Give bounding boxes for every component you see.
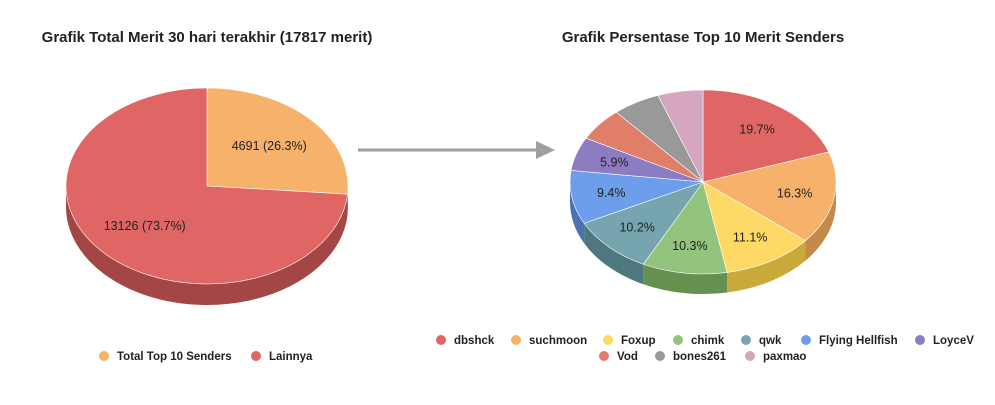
- pie-total-merit: 4691 (26.3%) 13126 (73.7%): [65, 87, 349, 306]
- pie0-label-lainnya: 13126 (73.7%): [104, 219, 186, 233]
- pie1-label-qwk: 10.2%: [619, 221, 654, 235]
- legend1-swatch-qwk: [741, 335, 751, 345]
- pie1-side-chimk: [643, 264, 728, 294]
- pie1-slice-foxup: [702, 181, 807, 273]
- legend-top10-senders: dbshck suchmoon Foxup chimk qwk Flying Hellfi…: [436, 335, 974, 363]
- pie1-slice-suchmoon: [702, 151, 837, 242]
- legend0-label-total-top-10-senders: Total Top 10 Senders: [117, 351, 232, 363]
- pie1-slice-chimk: [642, 181, 728, 275]
- pie0-label-total-top-10-senders: 4691 (26.3%): [232, 139, 307, 153]
- arrow-connector: [358, 141, 555, 159]
- legend1-swatch-flying-hellfish: [801, 335, 811, 345]
- pie1-label-foxup: 11.1%: [733, 231, 768, 245]
- legend1-swatch-bones261: [655, 351, 665, 361]
- chart-title-total-merit: Grafik Total Merit 30 hari terakhir (178…: [42, 29, 373, 46]
- pie1-slice-paxmao: [657, 89, 704, 183]
- pie1-side-suchmoon: [805, 182, 836, 261]
- legend1-swatch-suchmoon: [511, 335, 521, 345]
- legend-total-merit: Total Top 10 Senders Lainnya: [99, 351, 313, 363]
- pie1-slice-qwk: [583, 181, 704, 265]
- pie-top10-senders: 19.7% 16.3% 11.1% 10.3% 10.2% 9.4% 5.9%: [569, 89, 837, 294]
- pie1-label-chimk: 10.3%: [672, 239, 707, 253]
- pie0-slice-total-top-10-senders: [206, 87, 349, 195]
- pie0-side-lainnya: [66, 186, 348, 306]
- legend1-label-qwk: qwk: [759, 335, 782, 347]
- chart-title-top10-percent: Grafik Persentase Top 10 Merit Senders: [562, 29, 844, 46]
- legend1-label-paxmao: paxmao: [763, 351, 806, 363]
- legend1-label-bones261: bones261: [673, 351, 727, 363]
- legend1-swatch-foxup: [603, 335, 613, 345]
- pie1-label-loycev: 5.9%: [600, 155, 629, 169]
- pie1-slice-dbshck: [702, 89, 830, 183]
- legend1-label-dbshck: dbshck: [454, 335, 495, 347]
- legend0-label-lainnya: Lainnya: [269, 351, 313, 363]
- legend1-swatch-chimk: [673, 335, 683, 345]
- legend1-swatch-dbshck: [436, 335, 446, 345]
- legend1-label-chimk: chimk: [691, 335, 725, 347]
- pie1-label-dbshck: 19.7%: [739, 123, 774, 137]
- pie1-side-foxup: [727, 240, 806, 293]
- legend0-swatch-lainnya: [251, 351, 261, 361]
- pie1-side-flying-hellfish: [570, 182, 585, 244]
- pie1-label-flying-hellfish: 9.4%: [597, 186, 626, 200]
- legend1-swatch-vod: [599, 351, 609, 361]
- pie1-slice-flying-hellfish: [569, 170, 704, 224]
- legend1-label-flying-hellfish: Flying Hellfish: [819, 335, 898, 347]
- pie0-slice-lainnya: [65, 87, 348, 285]
- legend1-label-suchmoon: suchmoon: [529, 335, 587, 347]
- pie1-label-suchmoon: 16.3%: [777, 186, 812, 200]
- pie1-side-qwk: [584, 223, 644, 285]
- legend1-label-vod: Vod: [617, 351, 638, 363]
- legend1-label-loycev: LoyceV: [933, 335, 974, 347]
- legend1-swatch-loycev: [915, 335, 925, 345]
- legend0-swatch-total-top-10-senders: [99, 351, 109, 361]
- legend1-swatch-paxmao: [745, 351, 755, 361]
- legend1-label-foxup: Foxup: [621, 335, 656, 347]
